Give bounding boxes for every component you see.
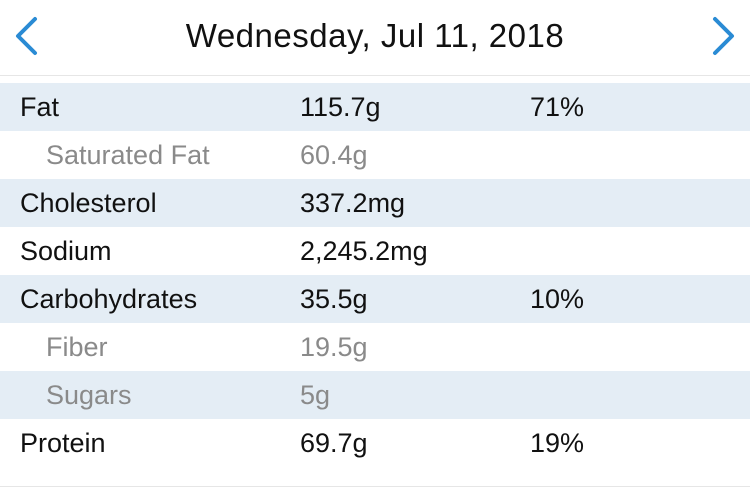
nutrient-row-saturated-fat: Saturated Fat 60.4g xyxy=(0,131,750,179)
nutrient-amount: 2,245.2mg xyxy=(300,236,428,266)
nutrient-name: Fiber xyxy=(46,332,108,362)
date-header: Wednesday, Jul 11, 2018 xyxy=(0,0,750,76)
nutrient-percent: 19% xyxy=(530,428,585,458)
nutrient-name: Carbohydrates xyxy=(20,284,198,314)
bottom-divider xyxy=(0,486,750,487)
nutrient-name: Sodium xyxy=(20,236,112,266)
nutrient-amount: 19.5g xyxy=(300,332,368,362)
nutrient-amount: 337.2mg xyxy=(300,188,406,218)
date-title: Wednesday, Jul 11, 2018 xyxy=(185,17,565,54)
nutrient-name: Cholesterol xyxy=(20,188,157,218)
nutrition-table: Fat 115.7g 71% Saturated Fat 60.4g Chole… xyxy=(0,83,750,467)
nutrient-row-sugars: Sugars 5g xyxy=(0,371,750,419)
nutrient-row-protein: Protein 69.7g 19% xyxy=(0,419,750,467)
nutrient-name: Sugars xyxy=(46,380,132,410)
nutrient-name: Fat xyxy=(20,92,60,122)
chevron-right-icon xyxy=(711,16,737,56)
nutrient-percent: 71% xyxy=(530,92,585,122)
nutrient-row-cholesterol: Cholesterol 337.2mg xyxy=(0,179,750,227)
nutrient-amount: 60.4g xyxy=(300,140,368,170)
nutrient-row-sodium: Sodium 2,245.2mg xyxy=(0,227,750,275)
nutrient-name: Protein xyxy=(20,428,106,458)
nutrient-amount: 69.7g xyxy=(300,428,368,458)
nutrient-name: Saturated Fat xyxy=(46,140,210,170)
nutrient-row-carbohydrates: Carbohydrates 35.5g 10% xyxy=(0,275,750,323)
chevron-left-icon xyxy=(13,16,39,56)
previous-day-button[interactable] xyxy=(4,14,48,58)
next-day-button[interactable] xyxy=(702,14,746,58)
nutrient-row-fiber: Fiber 19.5g xyxy=(0,323,750,371)
nutrient-row-fat: Fat 115.7g 71% xyxy=(0,83,750,131)
nutrient-amount: 35.5g xyxy=(300,284,368,314)
nutrient-percent: 10% xyxy=(530,284,585,314)
nutrient-amount: 115.7g xyxy=(300,92,381,122)
nutrient-amount: 5g xyxy=(300,380,331,410)
